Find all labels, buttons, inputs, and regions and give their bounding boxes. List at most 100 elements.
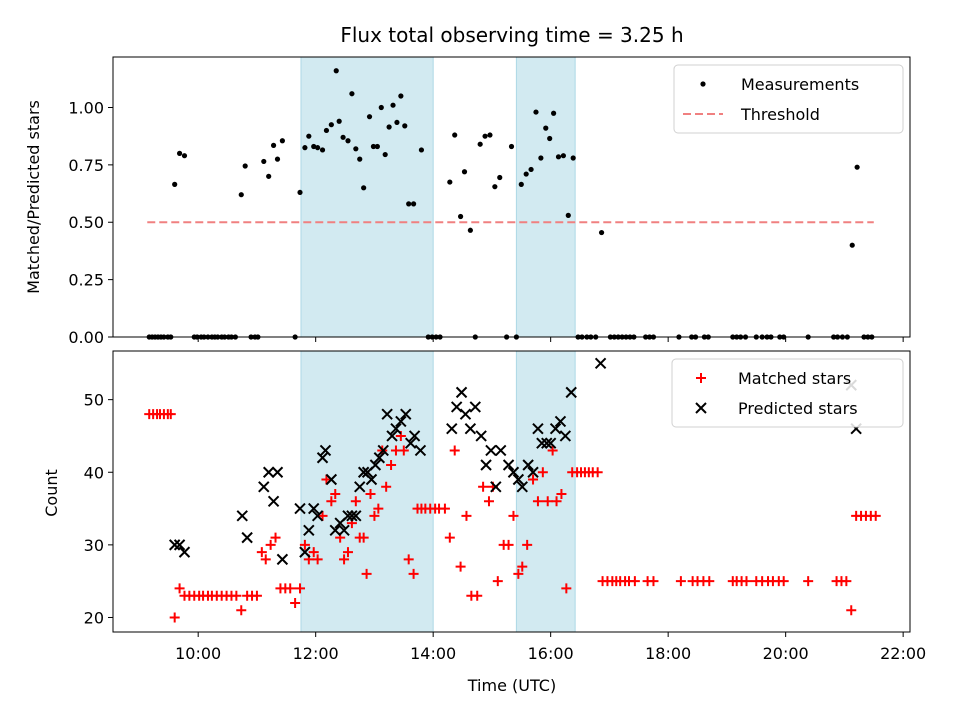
predicted-star-point [241,531,253,544]
measurement-point [297,189,303,196]
predicted-star-point [319,444,332,457]
bottom-y-axis-label: Count [42,469,61,517]
bottom-y-tick-label: 40 [84,463,104,482]
matched-star-point [449,445,460,456]
matched-star-point [461,510,472,521]
predicted-star-point [565,386,577,399]
measurement-point [181,153,188,159]
matched-star-point [542,496,553,507]
x-tick-label: 14:00 [410,644,456,663]
matched-star-point [592,467,603,478]
matched-star-point [778,576,789,587]
legend-label: Predicted stars [738,399,858,418]
matched-star-point [472,590,483,601]
matched-star-point [358,532,369,543]
matched-star-point [321,474,332,485]
matched-star-point [803,576,814,587]
top-y-tick-label: 1.00 [68,98,104,117]
measurement-point [349,91,355,97]
measurement-point [547,135,553,142]
predicted-star-point [469,401,481,413]
measurement-point [457,213,464,220]
predicted-star-point [544,437,557,449]
measurement-point [518,181,524,187]
matched-star-point [260,554,271,565]
measurement-point [328,122,334,128]
predicted-star-point [408,430,421,442]
measurement-point [279,138,285,144]
predicted-star-point [377,444,389,457]
measurement-point [854,164,860,170]
legend-label: Matched stars [738,369,851,388]
measurement-point [406,201,412,207]
measurement-point [306,133,312,139]
matched-star-point [741,576,752,587]
measurement-point [570,155,576,161]
measurement-point [528,166,534,173]
matched-star-point [290,597,301,608]
predicted-star-point [311,510,324,522]
predicted-star-point [475,430,487,442]
predicted-star-point [464,422,477,435]
top-y-axis-label: Matched/Predicted stars [24,100,43,294]
matched-star-point [439,503,450,514]
predicted-star-point [258,481,270,493]
matched-star-point [251,590,262,601]
measurement-point [270,142,277,148]
predicted-star-point [507,466,520,478]
matched-star-point [398,445,409,456]
predicted-star-point [516,481,528,493]
measurement-point [467,227,473,233]
matched-star-point [285,583,296,594]
measurement-point [333,68,339,74]
predicted-star-point [329,524,341,537]
predicted-star-point [527,466,539,478]
predicted-star-point [450,401,463,413]
predicted-star-point [346,510,358,522]
measurement-point [398,93,404,99]
matched-star-point [408,568,419,579]
predicted-star-point [541,437,553,449]
matched-star-point [841,576,852,587]
matched-star-point [455,561,466,572]
matched-star-point [165,409,176,420]
bottom-y-tick-label: 30 [84,536,104,555]
top-shaded-interval [515,56,576,338]
predicted-star-point [294,502,306,515]
predicted-star-point [267,495,280,508]
matched-star-point [483,496,494,507]
measurement-point [410,201,417,207]
measurement-point [555,154,562,160]
measurement-point [315,145,321,151]
predicted-star-point [490,481,502,493]
predicted-star-point [395,415,407,428]
predicted-star-point [495,444,507,457]
measurement-point [374,143,380,150]
bottom-axes-frame [112,350,911,633]
predicted-star-point [455,386,468,399]
top-legend-box [673,64,904,134]
matched-star-point [403,554,414,565]
matched-star-point [532,496,543,507]
predicted-star-point [178,546,191,558]
predicted-star-point [414,444,427,457]
predicted-star-point [559,430,572,442]
measurement-point [487,132,493,138]
matched-star-point [312,554,323,565]
legend-label: Threshold [740,105,820,124]
predicted-star-point [381,408,393,420]
measurement-point [508,143,515,150]
predicted-star-point [502,459,515,471]
x-tick-label: 20:00 [763,644,809,663]
measurement-point [598,229,605,236]
predicted-star-point [386,430,398,442]
matched-star-point [270,532,281,543]
predicted-star-point [390,422,402,435]
matched-star-point [373,503,384,514]
bottom-legend-box [671,358,904,428]
predicted-star-point [325,473,338,486]
predicted-star-point [459,408,472,420]
measurement-point [418,147,425,153]
matched-star-point [174,583,185,594]
matched-star-point [308,547,319,558]
